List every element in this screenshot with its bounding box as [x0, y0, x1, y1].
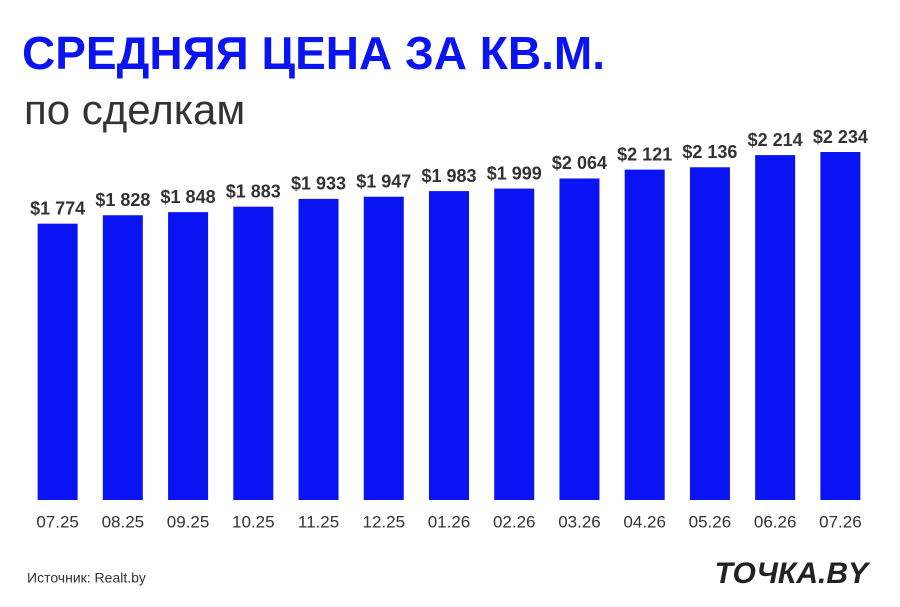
- bar: [559, 178, 600, 501]
- value-label: $2 121: [617, 144, 672, 164]
- x-tick-label: 07.26: [819, 512, 862, 531]
- value-label: $1 933: [291, 174, 346, 194]
- bar: [820, 152, 861, 500]
- x-tick-label: 11.25: [298, 512, 339, 531]
- bar: [755, 155, 796, 501]
- x-tick-label: 07.25: [36, 512, 79, 531]
- x-tick-label: 10.25: [232, 512, 275, 531]
- x-tick-label: 12.25: [362, 512, 405, 531]
- value-label: $1 774: [30, 198, 85, 218]
- bar: [429, 191, 469, 501]
- bar: [494, 188, 535, 500]
- value-label: $1 983: [421, 166, 476, 186]
- logo: ТОЧКА.BY: [715, 557, 871, 590]
- bar: [233, 206, 274, 500]
- value-label: $1 947: [356, 171, 411, 191]
- value-label: $1 828: [95, 190, 150, 210]
- x-tick-label: 01.26: [428, 512, 471, 531]
- bar: [689, 167, 730, 501]
- chart-subtitle: по сделкам: [24, 86, 245, 133]
- x-tick-label: 02.26: [493, 512, 536, 531]
- bar: [168, 212, 209, 501]
- value-label: $2 064: [552, 153, 607, 173]
- value-label: $1 999: [487, 163, 542, 183]
- value-label: $2 234: [813, 127, 868, 147]
- x-tick-label: 04.26: [623, 512, 666, 531]
- bar: [37, 223, 78, 500]
- bar: [624, 169, 665, 500]
- x-tick-label: 03.26: [558, 512, 601, 531]
- value-label: $1 883: [226, 181, 281, 201]
- value-label: $2 214: [748, 130, 803, 150]
- x-tick-label: 06.26: [754, 512, 797, 531]
- value-label: $2 136: [682, 142, 737, 162]
- source: Источник: Realt.by: [27, 570, 146, 586]
- bar: [298, 198, 339, 500]
- value-label: $1 848: [161, 187, 216, 207]
- x-tick-label: 05.26: [689, 512, 732, 531]
- x-tick-label: 08.25: [102, 512, 145, 531]
- chart-title: СРЕДНЯЯ ЦЕНА ЗА КВ.М.: [22, 27, 605, 79]
- bar: [363, 196, 404, 500]
- x-tick-label: 09.25: [167, 512, 210, 531]
- bar: [102, 215, 143, 501]
